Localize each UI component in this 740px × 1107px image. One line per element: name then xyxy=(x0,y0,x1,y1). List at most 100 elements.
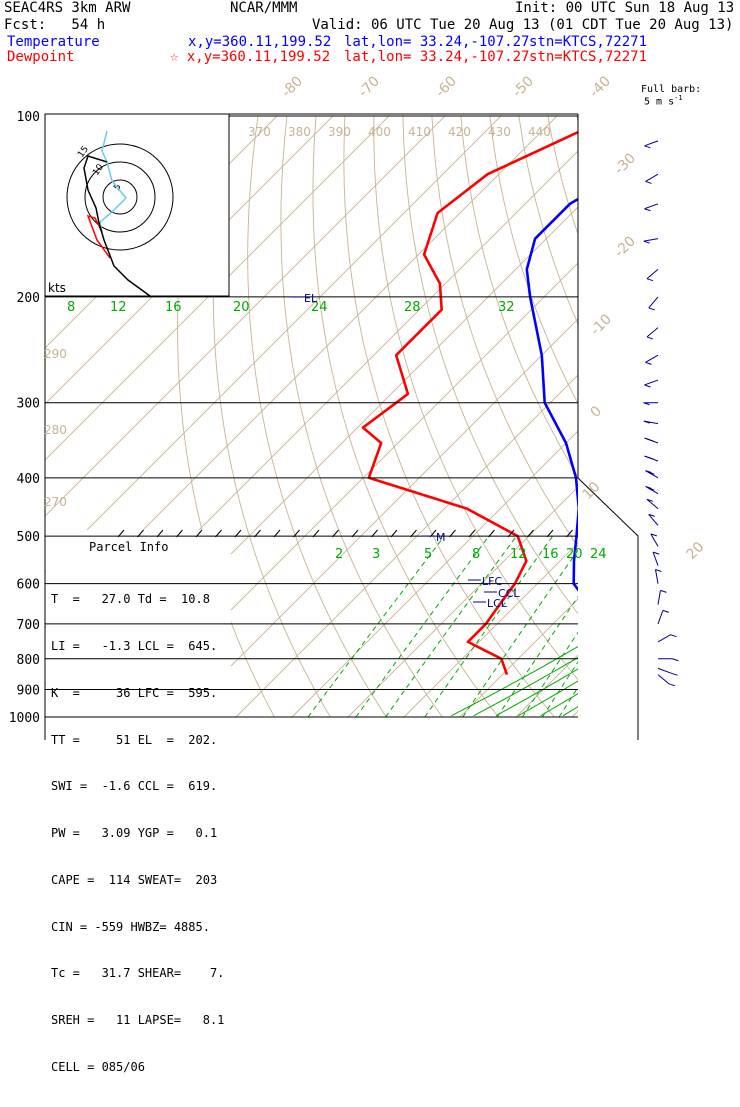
wind-barb-shaft xyxy=(650,533,659,547)
wind-barb-shaft xyxy=(645,354,659,363)
wind-barb-shaft xyxy=(652,551,659,566)
parcel-info-rows: T = 27.0 Td = 10.8 LI = -1.3 LCL = 645. … xyxy=(51,561,224,1107)
hodograph-wind-trace xyxy=(99,130,128,233)
hatch-tick xyxy=(234,529,242,538)
theta-label: 400 xyxy=(368,125,391,139)
hatch-tick xyxy=(371,529,378,538)
mixing-ratio-label: 20 xyxy=(566,547,583,562)
parcel-row: SWI = -1.6 CCL = 619. xyxy=(51,779,218,794)
parcel-row: Tc = 31.7 SHEAR= 7. xyxy=(51,966,225,981)
temperature-station: stn=KTCS,72271 xyxy=(529,34,648,50)
wind-barb-flag xyxy=(646,498,654,502)
wind-barb-shaft xyxy=(644,379,659,386)
hatch-tick xyxy=(117,529,125,538)
mixing-ratio-line xyxy=(462,549,578,718)
moist-adiabat-line xyxy=(451,645,578,717)
mixing-ratio-label: 32 xyxy=(498,300,515,315)
temperature-trace xyxy=(525,197,578,592)
isotherm-line xyxy=(628,116,740,717)
wind-barb-shaft xyxy=(657,590,661,605)
dry-adiabat-line xyxy=(547,115,578,236)
mixing-ratio-label: 16 xyxy=(165,300,182,315)
mixing-ratio-label: 20 xyxy=(233,300,250,315)
hatch-tick xyxy=(293,529,300,538)
pressure-tick-label: 500 xyxy=(17,530,40,545)
dry-adiabat-line xyxy=(431,115,578,548)
hatch-tick xyxy=(546,529,554,538)
wind-barb-flag xyxy=(648,307,655,311)
mixing-ratio-label: 28 xyxy=(404,300,421,315)
wind-barb-shaft xyxy=(644,140,659,147)
wind-barb-shaft xyxy=(643,238,659,242)
isotherm-line xyxy=(459,598,578,718)
dry-adiabat-line xyxy=(280,115,443,718)
isotherm-label: -20 xyxy=(612,233,639,260)
dry-adiabat-line xyxy=(693,116,740,717)
isotherm-label: -70 xyxy=(356,73,383,100)
dewpoint-station: stn=KTCS,72271 xyxy=(529,49,648,65)
wind-barb-flag xyxy=(670,634,677,638)
hodograph-trace-low xyxy=(86,214,111,259)
dewpoint-xy: ☆ x,y=360.11,199.52 xyxy=(170,49,331,65)
hatch-tick xyxy=(468,529,476,538)
hodograph-ring xyxy=(66,143,174,251)
wind-barb-flag xyxy=(672,658,679,662)
pressure-tick-label: 400 xyxy=(17,472,40,487)
isotherm-line xyxy=(45,115,390,461)
theta-label: 440 xyxy=(528,125,551,139)
wind-barb-shaft xyxy=(655,569,659,584)
wind-barb-flag xyxy=(644,208,651,212)
wind-barb-shaft xyxy=(657,610,664,625)
theta-label: 280 xyxy=(44,423,67,437)
dry-adiabat-line xyxy=(373,116,578,681)
wind-barb-flag xyxy=(660,589,667,593)
isotherm-label: -80 xyxy=(279,73,306,100)
isotherm-line xyxy=(45,115,446,517)
dry-adiabat-line xyxy=(343,115,555,718)
center-name: NCAR/MMM xyxy=(230,0,298,16)
wind-barb-flag xyxy=(643,402,650,406)
parcel-row: K = 36 LFC = 595. xyxy=(51,685,218,700)
dry-adiabat-line xyxy=(460,115,578,478)
theta-label: 270 xyxy=(44,495,67,509)
barb-units: 5 m s-1 xyxy=(644,94,683,108)
hodograph-trace-mid xyxy=(83,155,151,297)
wind-barb-shaft xyxy=(657,634,671,643)
wind-barb-shaft xyxy=(648,514,659,526)
temperature-label: Temperature xyxy=(7,34,100,50)
hodograph-units: kts xyxy=(48,281,66,295)
mixing-ratio-line xyxy=(355,535,490,718)
wind-barb-flag xyxy=(655,569,662,572)
isotherm-line xyxy=(235,374,578,718)
hatch-tick xyxy=(254,529,261,538)
parcel-row: LI = -1.3 LCL = 645. xyxy=(51,638,218,653)
hatch-tick xyxy=(156,529,164,538)
isotherm-label: 0 xyxy=(588,403,606,421)
wind-barb-shaft xyxy=(657,667,672,674)
hatch-tick xyxy=(449,529,456,538)
parcel-row: SREH = 11 LAPSE= 8.1 xyxy=(51,1013,225,1028)
theta-label: 380 xyxy=(288,125,311,139)
wind-barb-shaft xyxy=(657,674,670,685)
model-name: SEAC4RS 3km ARW xyxy=(4,0,131,16)
hatch-tick xyxy=(195,529,203,538)
wind-barb-shaft xyxy=(646,269,659,280)
mixing-ratio-label: 24 xyxy=(311,300,328,315)
pressure-tick-label: 1000 xyxy=(9,711,40,726)
theta-label: 390 xyxy=(328,125,351,139)
wind-barb-shaft xyxy=(646,327,659,338)
wind-barb-shaft xyxy=(645,173,659,182)
parcel-row: T = 27.0 Td = 10.8 xyxy=(51,592,210,607)
hatch-tick xyxy=(566,529,573,538)
annotation-lfc: LFC xyxy=(482,575,502,588)
pressure-tick-label: 100 xyxy=(17,110,40,125)
annotation-m: M xyxy=(436,531,446,544)
theta-label: 370 xyxy=(248,125,271,139)
wind-barb-shaft xyxy=(646,498,659,509)
isotherm-line xyxy=(179,318,578,718)
wind-barb-flag xyxy=(645,485,652,489)
parcel-row: CELL = 085/06 xyxy=(51,1060,145,1074)
